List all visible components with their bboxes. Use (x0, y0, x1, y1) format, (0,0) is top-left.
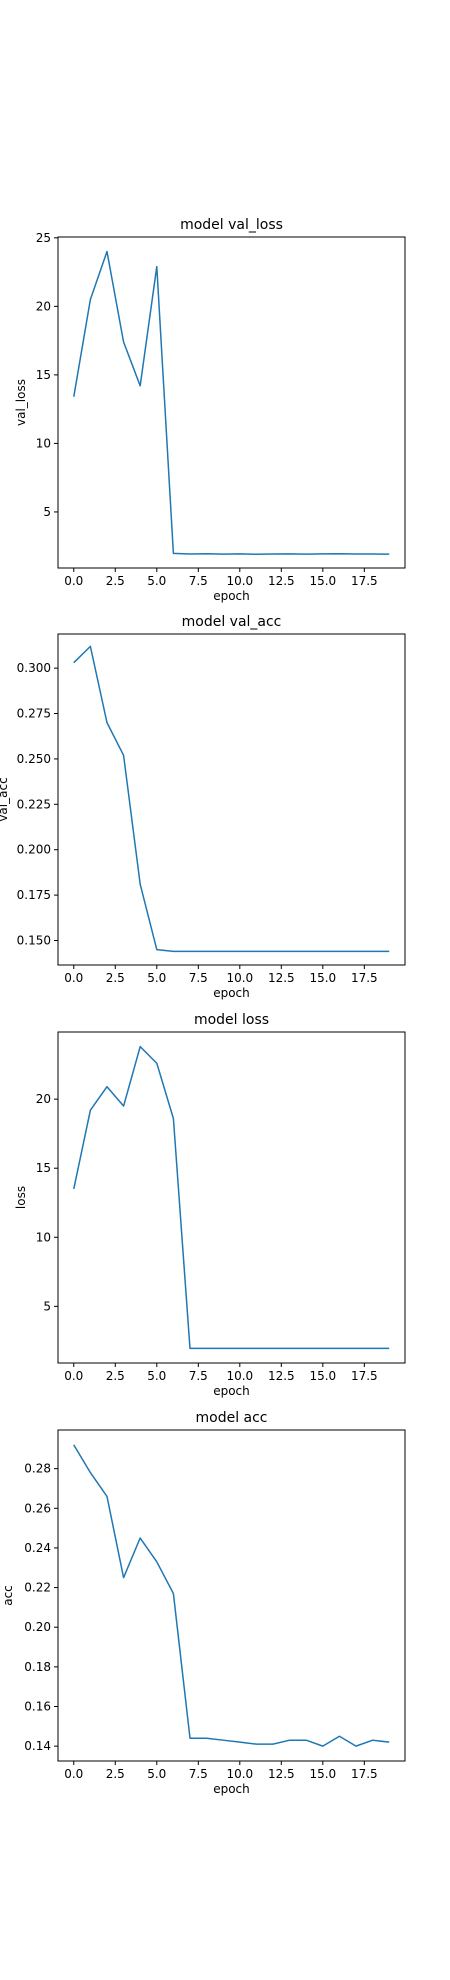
y-tick-label: 15 (36, 1161, 51, 1175)
y-tick-label: 0.18 (24, 1660, 51, 1674)
y-tick-label: 5 (43, 1299, 51, 1313)
y-tick-label: 0.14 (24, 1739, 51, 1753)
y-tick-label: 15 (36, 368, 51, 382)
x-tick-label: 5.0 (147, 1369, 166, 1383)
x-tick-label: 15.0 (309, 971, 336, 985)
y-tick-label: 20 (36, 299, 51, 313)
x-tick-label: 17.5 (351, 574, 378, 588)
x-tick-label: 2.5 (106, 1369, 125, 1383)
axes-frame (57, 236, 406, 569)
x-tick-label: 17.5 (351, 1369, 378, 1383)
x-tick-label: 0.0 (64, 1767, 83, 1781)
y-axis-label: acc (1, 1585, 15, 1606)
axes-frame (57, 1031, 406, 1364)
y-tick-label: 0.16 (24, 1699, 51, 1713)
x-tick-label: 10.0 (226, 1767, 253, 1781)
x-tick-label: 12.5 (268, 971, 295, 985)
x-axis-label: epoch (213, 589, 250, 603)
y-axis-label: val_loss (14, 379, 28, 426)
y-tick-label: 0.300 (17, 661, 51, 675)
x-tick-label: 2.5 (106, 971, 125, 985)
x-tick-label: 0.0 (64, 971, 83, 985)
y-axis-label: val_acc (0, 777, 10, 821)
chart-1: model val_acc 0.0 2.5 5.0 7.5 10.0 12.5 15.0 17.… (0, 614, 406, 1000)
chart-0: model val_loss 0.0 2.5 5.0 7.5 10.0 12.5 15.0 17… (14, 217, 406, 603)
charts-root: model val_loss 0.0 2.5 5.0 7.5 10.0 12.5 15.0 17… (0, 217, 406, 1796)
y-tick-label: 0.26 (24, 1501, 51, 1515)
chart-title: model val_loss (180, 217, 283, 233)
chart-title: model val_acc (182, 614, 282, 630)
series-line (73, 250, 390, 556)
y-tick-label: 20 (36, 1092, 51, 1106)
y-tick-label: 25 (36, 231, 51, 245)
x-tick-label: 5.0 (147, 574, 166, 588)
y-tick-label: 0.200 (17, 843, 51, 857)
axes-frame (57, 1429, 406, 1762)
axes-frame (57, 633, 406, 966)
y-tick-label: 0.28 (24, 1462, 51, 1476)
y-tick-label: 10 (36, 436, 51, 450)
chart-title: model loss (194, 1012, 269, 1028)
x-tick-label: 12.5 (268, 574, 295, 588)
x-tick-label: 10.0 (226, 1369, 253, 1383)
y-tick-label: 0.150 (17, 933, 51, 947)
chart-title: model acc (195, 1410, 267, 1426)
x-tick-label: 15.0 (309, 1369, 336, 1383)
x-tick-label: 0.0 (64, 574, 83, 588)
x-tick-label: 15.0 (309, 1767, 336, 1781)
y-axis-label: loss (14, 1186, 28, 1209)
x-tick-label: 17.5 (351, 971, 378, 985)
x-tick-label: 7.5 (189, 971, 208, 985)
x-tick-label: 17.5 (351, 1767, 378, 1781)
x-tick-label: 5.0 (147, 971, 166, 985)
y-tick-label: 0.275 (17, 707, 51, 721)
x-axis-label: epoch (213, 986, 250, 1000)
y-tick-label: 0.175 (17, 888, 51, 902)
x-axis-label: epoch (213, 1384, 250, 1398)
x-tick-label: 12.5 (268, 1767, 295, 1781)
y-tick-label: 5 (43, 505, 51, 519)
y-tick-label: 0.24 (24, 1541, 51, 1555)
x-tick-label: 5.0 (147, 1767, 166, 1781)
series-line (73, 1045, 390, 1350)
x-tick-label: 12.5 (268, 1369, 295, 1383)
x-tick-label: 2.5 (106, 1767, 125, 1781)
chart-3: model acc 0.0 2.5 5.0 7.5 10.0 12.5 15.0 17.5 0.1… (1, 1410, 406, 1796)
x-tick-label: 2.5 (106, 574, 125, 588)
x-tick-label: 0.0 (64, 1369, 83, 1383)
y-tick-label: 0.250 (17, 752, 51, 766)
x-tick-label: 15.0 (309, 574, 336, 588)
x-tick-label: 10.0 (226, 971, 253, 985)
y-tick-label: 10 (36, 1230, 51, 1244)
series-line (73, 645, 390, 953)
x-tick-label: 7.5 (189, 1369, 208, 1383)
chart-2: model loss 0.0 2.5 5.0 7.5 10.0 12.5 15.0 17.5 5 1… (14, 1012, 406, 1398)
y-tick-label: 0.20 (24, 1620, 51, 1634)
y-tick-label: 0.22 (24, 1581, 51, 1595)
x-tick-label: 10.0 (226, 574, 253, 588)
x-axis-label: epoch (213, 1782, 250, 1796)
series-line (73, 1444, 390, 1747)
x-tick-label: 7.5 (189, 574, 208, 588)
y-tick-label: 0.225 (17, 797, 51, 811)
x-tick-label: 7.5 (189, 1767, 208, 1781)
